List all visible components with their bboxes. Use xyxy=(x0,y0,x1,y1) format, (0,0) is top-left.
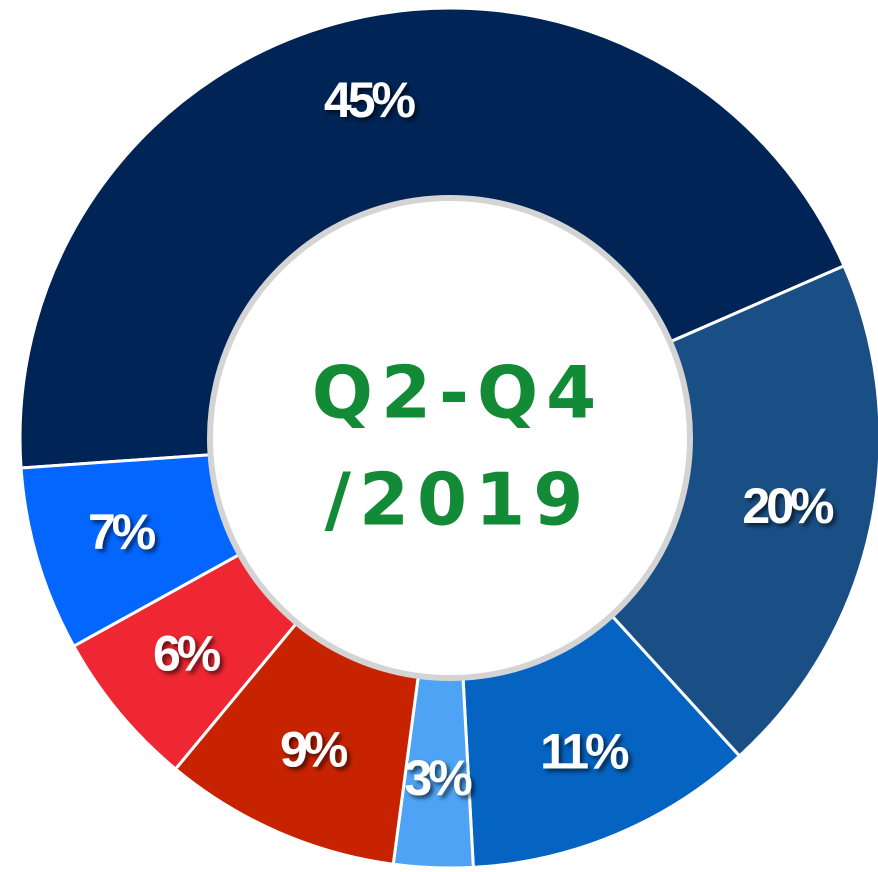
data-label: 11% xyxy=(540,724,629,780)
center-text: Q2-Q4 xyxy=(312,351,605,435)
data-label: 45% xyxy=(324,72,416,128)
data-label: 7% xyxy=(88,504,156,560)
center-text: /2019 xyxy=(325,458,592,542)
data-label: 20% xyxy=(742,478,834,534)
data-label: 9% xyxy=(280,721,348,777)
data-label: 6% xyxy=(153,626,221,682)
data-label: 3% xyxy=(404,750,472,806)
donut-hole xyxy=(207,195,693,681)
